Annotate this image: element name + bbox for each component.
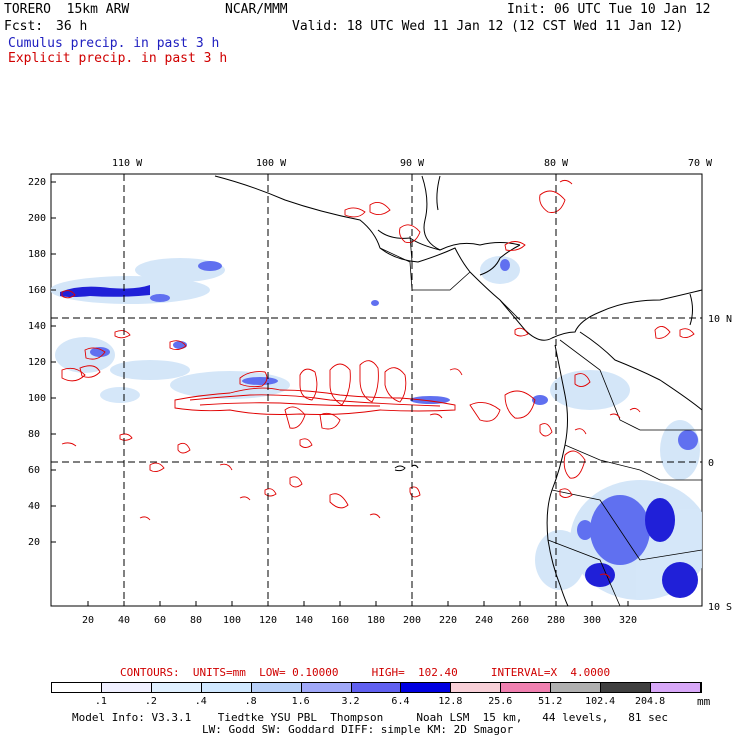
lon-label-90w: 90 W	[400, 158, 425, 169]
lon-label-80w: 80 W	[544, 158, 569, 169]
x-tick-label: 300	[583, 615, 602, 626]
explicit-precip-contours	[61, 179, 695, 579]
legend-label: 204.8	[635, 696, 666, 707]
x-tick-label: 320	[619, 615, 638, 626]
x-tick-label: 100	[223, 615, 242, 626]
color-legend	[51, 682, 702, 693]
model-title: TORERO 15km ARW	[4, 2, 130, 17]
physics-info: LW: Godd SW: Goddard DIFF: simple KM: 2D…	[202, 723, 514, 736]
y-tick-label: 20	[28, 537, 41, 548]
y-tick-label: 160	[28, 285, 47, 296]
x-tick-label: 40	[118, 615, 131, 626]
lat-label-0: 0	[708, 458, 715, 469]
legend-swatch	[201, 683, 252, 692]
lon-label-100w: 100 W	[256, 158, 287, 169]
axis-ticks	[51, 181, 629, 606]
legend-swatch	[601, 683, 652, 692]
precip-map	[50, 173, 703, 607]
legend-swatch	[151, 683, 202, 692]
legend-swatch	[52, 683, 102, 692]
lat-label-10s: 10 S	[708, 602, 733, 613]
x-tick-label: 60	[154, 615, 167, 626]
fcst-value: 36 h	[56, 19, 88, 34]
contours-note: CONTOURS: UNITS=mm LOW= 0.10000 HIGH= 10…	[120, 666, 611, 679]
legend-label: .4	[194, 696, 207, 707]
legend-label: 51.2	[538, 696, 563, 707]
y-tick-label: 80	[28, 429, 41, 440]
legend-label: 25.6	[488, 696, 513, 707]
valid-time: Valid: 18 UTC Wed 11 Jan 12 (12 CST Wed …	[292, 19, 684, 34]
legend-label: 12.8	[438, 696, 463, 707]
x-tick-label: 260	[511, 615, 530, 626]
legend-swatch	[101, 683, 152, 692]
y-tick-label: 200	[28, 213, 47, 224]
x-tick-label: 240	[475, 615, 494, 626]
x-tick-label: 120	[259, 615, 278, 626]
y-tick-label: 60	[28, 465, 41, 476]
legend-label: .1	[94, 696, 107, 707]
legend-swatch	[301, 683, 352, 692]
legend-swatch	[251, 683, 302, 692]
lon-label-70w: 70 W	[688, 158, 713, 169]
legend-label: .2	[144, 696, 157, 707]
x-tick-label: 280	[547, 615, 566, 626]
lat-label-10n: 10 N	[708, 314, 733, 325]
y-tick-label: 40	[28, 501, 41, 512]
org-label: NCAR/MMM	[225, 2, 288, 17]
legend-label: 1.6	[291, 696, 310, 707]
fcst-label: Fcst:	[4, 19, 44, 34]
legend-label: 102.4	[585, 696, 616, 707]
y-tick-label: 220	[28, 177, 47, 188]
y-tick-label: 120	[28, 357, 47, 368]
y-tick-label: 100	[28, 393, 47, 404]
y-tick-label: 180	[28, 249, 47, 260]
graticule	[51, 174, 702, 606]
legend-swatch	[501, 683, 552, 692]
legend-label: 6.4	[391, 696, 410, 707]
legend-swatch	[451, 683, 502, 692]
x-tick-label: 220	[439, 615, 458, 626]
lon-label-110w: 110 W	[112, 158, 143, 169]
init-time: Init: 06 UTC Tue 10 Jan 12	[507, 2, 711, 17]
x-tick-label: 160	[331, 615, 350, 626]
x-tick-label: 80	[190, 615, 203, 626]
legend-swatch	[551, 683, 602, 692]
y-tick-label: 140	[28, 321, 47, 332]
x-tick-label: 180	[367, 615, 386, 626]
model-info: Model Info: V3.3.1 Tiedtke YSU PBL Thomp…	[72, 711, 669, 724]
cumulus-caption: Cumulus precip. in past 3 h	[8, 36, 220, 51]
legend-swatch	[651, 683, 701, 692]
explicit-caption: Explicit precip. in past 3 h	[8, 51, 228, 66]
x-tick-label: 140	[295, 615, 314, 626]
legend-swatch	[401, 683, 452, 692]
legend-label: 3.2	[341, 696, 360, 707]
legend-units: mm	[697, 695, 711, 708]
x-tick-label: 200	[403, 615, 422, 626]
legend-label: .8	[244, 696, 257, 707]
x-tick-label: 20	[82, 615, 95, 626]
legend-swatch	[351, 683, 402, 692]
